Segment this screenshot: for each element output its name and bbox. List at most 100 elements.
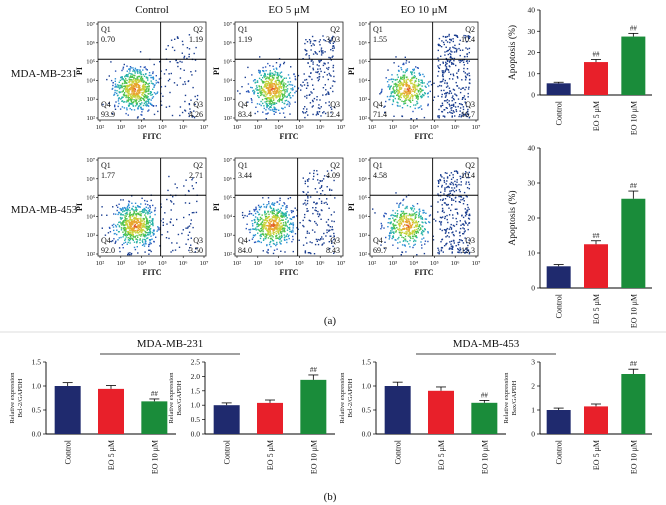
event-dot — [452, 246, 454, 248]
event-dot — [251, 220, 253, 222]
event-dot — [149, 233, 151, 235]
event-dot — [273, 95, 275, 98]
event-dot — [124, 219, 126, 221]
event-dot — [285, 77, 287, 79]
event-dot — [128, 201, 131, 203]
event-dot — [401, 231, 404, 234]
event-dot — [374, 212, 376, 214]
event-dot — [468, 239, 470, 241]
event-dot — [458, 43, 461, 45]
event-dot — [135, 80, 138, 82]
event-dot — [183, 185, 185, 187]
event-dot — [276, 87, 278, 89]
event-dot — [307, 62, 309, 64]
event-dot — [132, 79, 134, 81]
event-dot — [461, 176, 463, 178]
event-dot — [460, 116, 462, 118]
event-dot — [113, 238, 115, 240]
event-dot — [444, 79, 446, 82]
event-dot — [404, 98, 407, 100]
event-dot — [239, 92, 241, 95]
event-dot — [187, 80, 190, 82]
event-dot — [453, 89, 456, 91]
event-dot — [457, 249, 460, 251]
event-dot — [455, 50, 458, 52]
event-dot — [144, 208, 146, 210]
event-dot — [122, 208, 124, 210]
x-tick-label: 10² — [233, 124, 242, 131]
event-dot — [136, 230, 138, 232]
event-dot — [272, 92, 275, 94]
event-dot — [465, 35, 467, 37]
event-dot — [445, 69, 447, 71]
event-dot — [270, 245, 272, 248]
event-dot — [121, 86, 123, 89]
event-dot — [442, 70, 444, 72]
bar — [98, 388, 124, 434]
event-dot — [446, 62, 448, 65]
event-dot — [395, 192, 397, 194]
event-dot — [276, 90, 278, 92]
x-tick-label: 10⁷ — [337, 124, 346, 131]
event-dot — [150, 250, 152, 253]
event-dot — [135, 221, 137, 223]
event-dot — [388, 234, 390, 237]
event-dot — [152, 230, 155, 232]
event-dot — [289, 197, 292, 199]
event-dot — [309, 252, 311, 254]
event-dot — [389, 86, 391, 89]
event-dot — [136, 79, 138, 81]
event-dot — [276, 223, 278, 225]
event-dot — [148, 234, 150, 236]
event-dot — [237, 90, 239, 92]
event-dot — [135, 97, 137, 99]
event-dot — [276, 95, 278, 98]
event-dot — [254, 221, 256, 223]
event-dot — [129, 252, 131, 254]
event-dot — [428, 85, 430, 87]
event-dot — [322, 76, 324, 78]
event-dot — [411, 232, 413, 235]
event-dot — [440, 105, 442, 107]
y-tick-label: 0.5 — [32, 406, 42, 415]
event-dot — [467, 224, 469, 226]
event-dot — [137, 221, 139, 223]
event-dot — [140, 219, 142, 221]
event-dot — [425, 222, 427, 224]
event-dot — [294, 78, 297, 80]
event-dot — [292, 216, 294, 219]
event-dot — [144, 101, 147, 103]
event-dot — [279, 227, 282, 230]
event-dot — [274, 73, 276, 76]
event-dot — [282, 112, 285, 114]
event-dot — [313, 201, 315, 203]
event-dot — [258, 213, 261, 215]
event-dot — [136, 83, 139, 86]
event-dot — [129, 68, 131, 70]
event-dot — [285, 206, 287, 208]
event-dot — [282, 214, 284, 216]
event-dot — [280, 214, 283, 217]
event-dot — [329, 40, 332, 42]
event-dot — [196, 98, 198, 101]
event-dot — [135, 213, 137, 215]
event-dot — [283, 88, 285, 90]
event-dot — [124, 80, 126, 83]
event-dot — [406, 232, 408, 234]
event-dot — [316, 173, 319, 176]
event-dot — [129, 94, 131, 96]
event-dot — [397, 76, 399, 78]
event-dot — [449, 192, 451, 194]
event-dot — [311, 242, 313, 244]
event-dot — [281, 86, 283, 88]
event-dot — [128, 221, 130, 223]
event-dot — [390, 221, 392, 223]
event-dot — [273, 113, 275, 115]
event-dot — [399, 202, 402, 204]
event-dot — [267, 229, 269, 232]
y-tick-label: 10⁵ — [223, 195, 232, 202]
event-dot — [141, 197, 143, 199]
event-dot — [459, 190, 461, 193]
event-dot — [272, 91, 274, 93]
